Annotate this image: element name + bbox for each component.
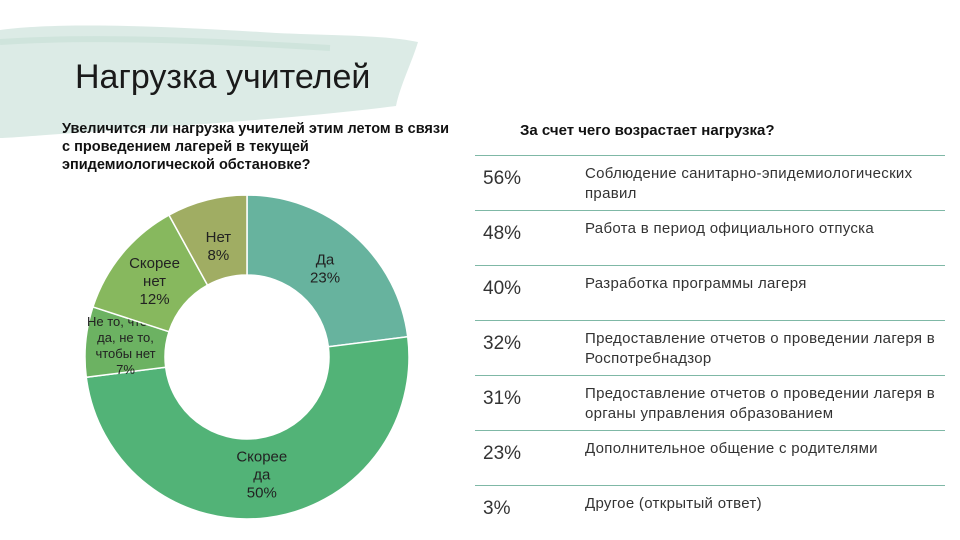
donut-label-skoree-da: Скорее да 50%	[236, 448, 287, 501]
row-percent: 32%	[483, 333, 522, 354]
donut-svg: Да 23% Скорее да 50% Не то, чтобы да, не то, чт…	[84, 194, 410, 520]
donut-label-neutral: Не то, чтобы да, не то, чтобы нет 7%	[87, 314, 164, 377]
row-percent: 31%	[483, 388, 522, 409]
donut-slice-net	[167, 194, 248, 287]
donut-slice-skoree-da	[85, 335, 410, 520]
donut-chart: Да 23% Скорее да 50% Не то, чтобы да, не то, чт…	[0, 170, 480, 537]
row-label: Предоставление отчетов о проведении лаге…	[585, 330, 936, 367]
row-label: Работа в период официального отпуска	[585, 220, 875, 237]
row-percent: 23%	[483, 443, 522, 464]
donut-slice-da	[246, 194, 409, 348]
table-row: 31% Предоставление отчетов о проведении л…	[475, 375, 945, 430]
donut-label-da: Да 23%	[310, 252, 340, 287]
row-label: Дополнительное общение с родителями	[585, 440, 878, 457]
slide-title: Нагрузка учителей	[75, 58, 371, 96]
row-label: Предоставление отчетов о проведении лаге…	[585, 385, 936, 422]
donut-question: Увеличится ли нагрузка учителей этим лет…	[62, 121, 449, 173]
donut-label-net: Нет 8%	[206, 229, 232, 264]
results-table: 56% Соблюдение санитарно-эпидемиологическ…	[475, 155, 945, 540]
row-percent: 48%	[483, 223, 522, 244]
donut-label-skoree-net: Скорее нет 12%	[129, 255, 180, 308]
table-row: 3% Другое (открытый ответ)	[475, 485, 945, 540]
table-row: 32% Предоставление отчетов о проведении л…	[475, 320, 945, 375]
table-row: 40% Разработка программы лагеря	[475, 265, 945, 320]
row-percent: 3%	[483, 498, 511, 519]
table-row: 48% Работа в период официального отпуска	[475, 210, 945, 265]
row-label: Разработка программы лагеря	[585, 275, 807, 292]
row-percent: 40%	[483, 278, 522, 299]
row-label: Другое (открытый ответ)	[585, 495, 762, 512]
table-row: 56% Соблюдение санитарно-эпидемиологическ…	[475, 155, 945, 210]
row-percent: 56%	[483, 168, 522, 189]
row-label: Соблюдение санитарно-эпидемиологических …	[585, 165, 913, 202]
table-question: За счет чего возрастает нагрузка?	[520, 122, 775, 139]
table-row: 23% Дополнительное общение с родителями	[475, 430, 945, 485]
